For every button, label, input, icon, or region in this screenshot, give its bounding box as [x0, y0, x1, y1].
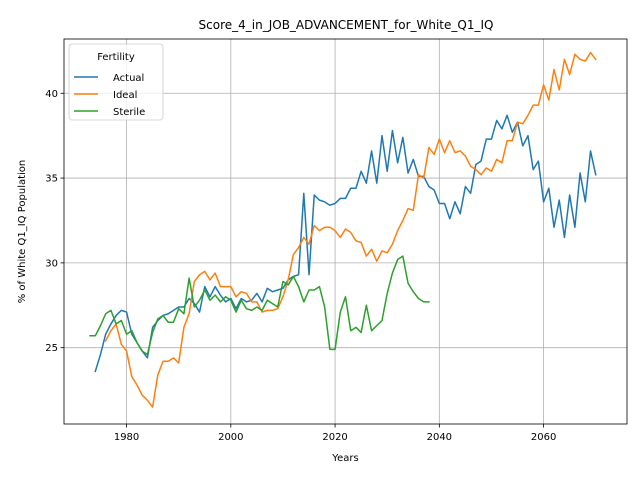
legend-title: Fertility	[97, 52, 135, 63]
axis-ticks: 1980 2000 2020 2040 2060 25 30 35 40	[45, 89, 556, 443]
x-tick-label: 1980	[114, 432, 139, 443]
legend-label-actual: Actual	[113, 73, 144, 84]
y-tick-label: 30	[45, 258, 58, 269]
legend-label-sterile: Sterile	[113, 107, 145, 118]
x-tick-label: 2060	[531, 432, 556, 443]
y-axis-label: % of White Q1_IQ Population	[17, 160, 28, 304]
series-line-actual	[94, 114, 597, 373]
plot-frame	[63, 38, 628, 425]
y-tick-label: 40	[45, 89, 58, 100]
legend: Fertility Actual Ideal Sterile	[68, 43, 164, 121]
y-tick-label: 35	[45, 174, 58, 185]
x-tick-label: 2020	[322, 432, 347, 443]
series-line-ideal	[104, 51, 597, 408]
x-tick-label: 2000	[218, 432, 243, 443]
series-line-sterile	[89, 255, 430, 356]
chart-title: Score_4_in_JOB_ADVANCEMENT_for_White_Q1_…	[199, 18, 494, 32]
x-tick-label: 2040	[427, 432, 452, 443]
legend-box	[68, 43, 164, 121]
y-tick-label: 25	[45, 343, 58, 354]
legend-label-ideal: Ideal	[113, 90, 137, 101]
series-layer	[89, 51, 597, 408]
x-axis-label: Years	[331, 453, 358, 464]
